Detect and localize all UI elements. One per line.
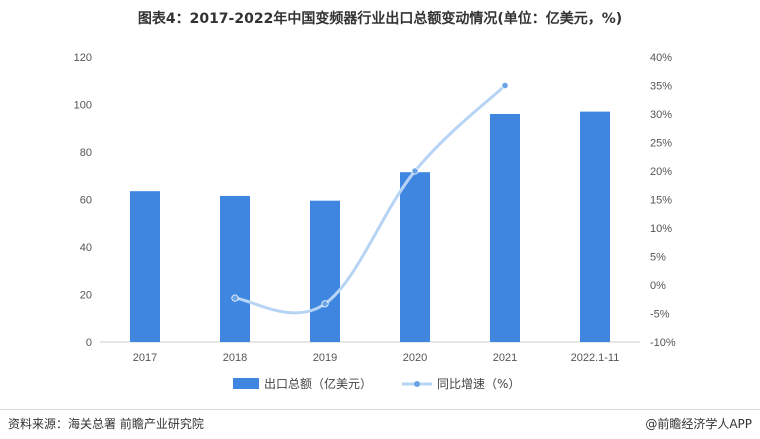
right-axis-tick: 20% (650, 166, 672, 178)
bar (490, 114, 520, 342)
legend-label: 出口总额（亿美元） (264, 376, 372, 391)
growth-point (231, 294, 239, 302)
right-axis-tick: 25% (650, 138, 672, 150)
left-axis-tick: 60 (80, 195, 92, 207)
legend-label: 同比增速（%） (437, 377, 520, 391)
growth-point (501, 81, 509, 90)
chart-canvas: 0 20 40 60 80 100 120 -10% -5% 0% 5% 10% 15% 20% 25% 3… (74, 52, 676, 391)
left-axis-ticks: 0 20 40 60 80 100 120 (74, 52, 92, 349)
left-axis-tick: 40 (80, 242, 92, 254)
chart-title: 图表4：2017-2022年中国变频器行业出口总额变动情况(单位：亿美元，%) (137, 11, 623, 27)
line-series (231, 81, 509, 315)
right-axis-tick: 5% (650, 252, 666, 264)
right-axis-tick: 30% (650, 109, 672, 121)
left-axis-tick: 100 (74, 100, 92, 112)
footer: 资料来源：海关总署 前瞻产业研究院 @前瞻经济学人APP (0, 409, 760, 432)
growth-point (321, 300, 329, 308)
bar (400, 172, 430, 342)
left-axis-tick: 80 (80, 147, 92, 159)
bar (310, 200, 340, 342)
right-axis-tick: 40% (650, 52, 672, 64)
x-axis-ticks: 2017 2018 2019 2020 2021 2022.1-11 (133, 352, 620, 364)
left-axis-tick: 20 (80, 290, 92, 302)
right-axis-tick: 35% (650, 81, 672, 93)
x-axis-tick: 2020 (403, 352, 427, 364)
bar-series (130, 111, 610, 342)
bar (220, 195, 250, 342)
bar (580, 111, 610, 342)
x-axis-tick: 2017 (133, 352, 157, 364)
growth-line (233, 84, 507, 315)
right-axis-ticks: -10% -5% 0% 5% 10% 15% 20% 25% 30% 35% 40% (650, 52, 676, 349)
left-axis-tick: 120 (74, 52, 92, 64)
right-axis-tick: -10% (650, 337, 676, 349)
x-axis-tick: 2018 (223, 352, 247, 364)
legend-swatch-bar (233, 378, 259, 389)
right-axis-tick: -5% (650, 309, 670, 321)
growth-point (411, 167, 419, 175)
legend: 出口总额（亿美元） 同比增速（%） (233, 376, 520, 391)
right-axis-tick: 10% (650, 223, 672, 235)
source-note: 资料来源：海关总署 前瞻产业研究院 (8, 417, 204, 431)
legend-swatch-point (414, 381, 420, 387)
right-axis-tick: 0% (650, 280, 666, 292)
x-axis-tick: 2022.1-11 (571, 352, 620, 364)
bar (130, 191, 160, 342)
right-axis-tick: 15% (650, 195, 672, 207)
left-axis-tick: 0 (86, 337, 92, 349)
x-axis-tick: 2021 (493, 352, 517, 364)
x-axis-tick: 2019 (313, 352, 337, 364)
brand-credit: @前瞻经济学人APP (645, 417, 752, 431)
